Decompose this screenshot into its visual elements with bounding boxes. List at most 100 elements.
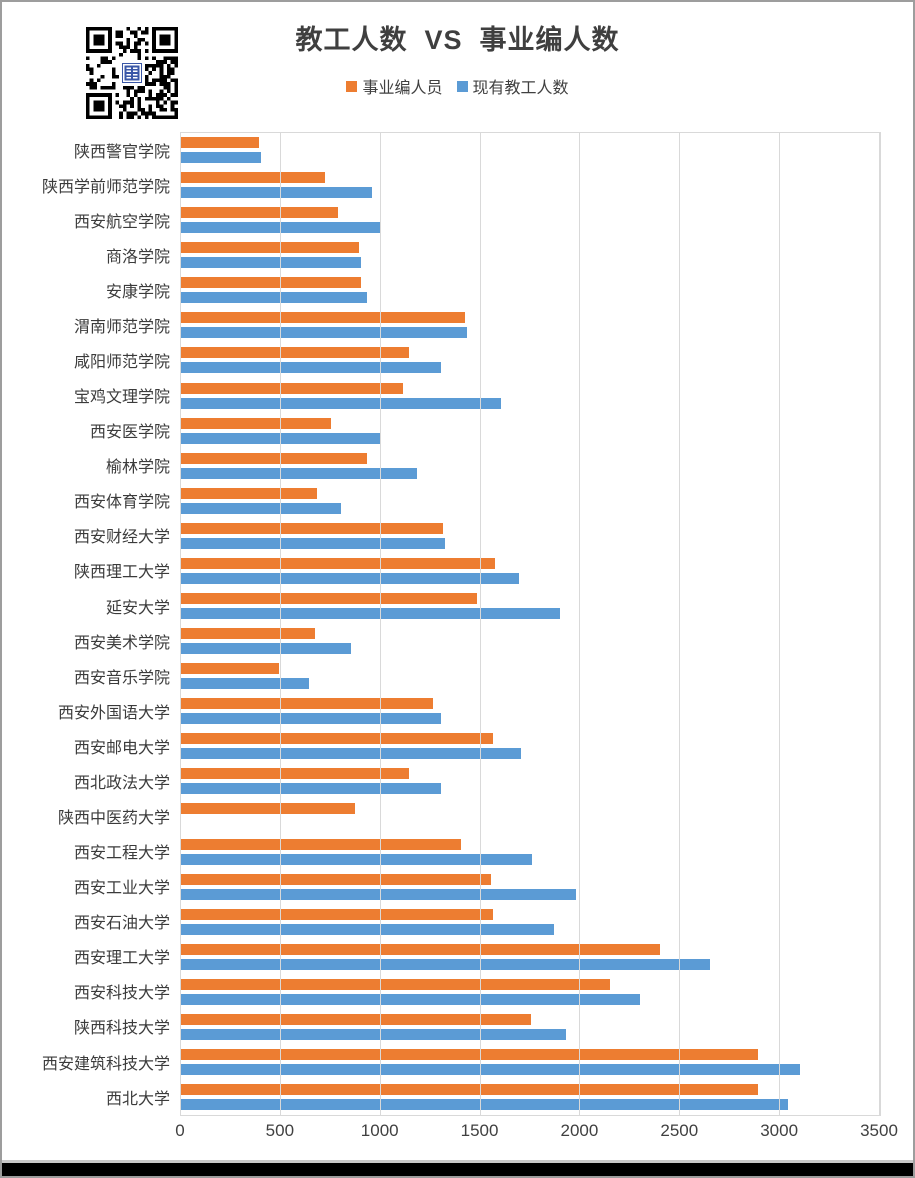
bar-事业编人员 bbox=[181, 137, 259, 148]
y-axis-label: 陕西警官学院 bbox=[73, 143, 170, 161]
bar-事业编人员 bbox=[181, 663, 279, 675]
bar-row bbox=[181, 624, 880, 659]
chart-title: 教工人数 VS 事业编人数 bbox=[295, 25, 620, 55]
legend-swatch-icon bbox=[456, 80, 468, 92]
y-axis-label: 西安医学院 bbox=[89, 424, 170, 442]
bar-现有教工人数 bbox=[181, 432, 381, 444]
bar-row bbox=[181, 449, 880, 484]
bar-现有教工人数 bbox=[181, 362, 441, 374]
bar-row bbox=[181, 659, 880, 694]
y-axis-label: 西安邮电大学 bbox=[73, 739, 170, 757]
bar-现有教工人数 bbox=[181, 397, 501, 409]
bar-事业编人员 bbox=[181, 733, 493, 745]
y-axis-label: 咸阳师范学院 bbox=[73, 354, 170, 371]
bar-row bbox=[181, 1080, 880, 1115]
bar-事业编人员 bbox=[181, 908, 493, 920]
bar-事业编人员 bbox=[181, 873, 491, 885]
legend-label: 现有教工人数 bbox=[472, 80, 569, 97]
bar-row bbox=[181, 168, 880, 203]
y-axis-label: 西北大学 bbox=[105, 1090, 170, 1108]
bar-现有教工人数 bbox=[181, 923, 555, 935]
y-axis-label: 西安体育学院 bbox=[73, 494, 170, 512]
bar-现有教工人数 bbox=[181, 537, 445, 549]
bar-事业编人员 bbox=[181, 277, 361, 289]
bar-现有教工人数 bbox=[181, 713, 441, 725]
y-axis-label: 西安外国语大学 bbox=[57, 704, 170, 722]
y-axis-label: 陕西科技大学 bbox=[73, 1020, 170, 1038]
bar-事业编人员 bbox=[181, 593, 477, 605]
bar-事业编人员 bbox=[181, 768, 409, 780]
bar-row bbox=[181, 273, 880, 308]
x-axis-tick-label: 1500 bbox=[460, 1121, 499, 1140]
bar-事业编人员 bbox=[181, 207, 338, 219]
bar-事业编人员 bbox=[181, 1013, 531, 1025]
bar-row bbox=[181, 729, 880, 764]
x-axis-tick-label: 3500 bbox=[860, 1121, 898, 1140]
bar-事业编人员 bbox=[181, 698, 433, 710]
bar-事业编人员 bbox=[181, 172, 325, 184]
legend-item: 现有教工人数 bbox=[456, 74, 569, 98]
x-axis-tick-label: 2500 bbox=[660, 1121, 699, 1140]
bar-row bbox=[181, 238, 880, 273]
x-axis-tick-label: 1000 bbox=[360, 1121, 399, 1140]
bar-现有教工人数 bbox=[181, 257, 361, 269]
gridline bbox=[879, 133, 880, 1115]
bar-事业编人员 bbox=[181, 417, 331, 429]
bar-row bbox=[181, 308, 880, 343]
bar-现有教工人数 bbox=[181, 608, 561, 620]
bar-row bbox=[181, 554, 880, 589]
bar-row bbox=[181, 1010, 880, 1045]
y-axis-label: 西安财经大学 bbox=[73, 529, 170, 547]
gridline bbox=[479, 133, 481, 1115]
bar-row bbox=[181, 379, 880, 414]
bar-现有教工人数 bbox=[181, 292, 367, 304]
y-axis-label: 宝鸡文理学院 bbox=[73, 389, 170, 407]
bar-row bbox=[181, 133, 880, 168]
y-axis-label: 西安航空学院 bbox=[73, 213, 170, 231]
bar-现有教工人数 bbox=[181, 993, 641, 1005]
bar-现有教工人数 bbox=[181, 572, 519, 584]
bar-row bbox=[181, 905, 880, 940]
y-axis-label: 渭南师范学院 bbox=[73, 318, 170, 336]
bar-row bbox=[181, 799, 880, 834]
bar-现有教工人数 bbox=[181, 1099, 789, 1111]
bar-row bbox=[181, 484, 880, 519]
bar-现有教工人数 bbox=[181, 888, 577, 900]
bar-现有教工人数 bbox=[181, 1028, 567, 1040]
bar-事业编人员 bbox=[181, 803, 355, 815]
y-axis-label: 西安工业大学 bbox=[73, 880, 170, 898]
y-axis-label: 西安理工大学 bbox=[73, 950, 170, 968]
bar-row bbox=[181, 975, 880, 1010]
y-axis-label: 安康学院 bbox=[105, 283, 170, 301]
y-axis-labels: 陕西警官学院 陕西学前师范学院 西安航空学院 商洛学院 安康学院 渭南师范学院 咸阳师范学院… bbox=[2, 132, 170, 1114]
gridline bbox=[279, 133, 281, 1115]
y-axis-label: 榆林学院 bbox=[105, 459, 170, 477]
bar-row bbox=[181, 835, 880, 870]
bar-事业编人员 bbox=[181, 943, 661, 955]
x-axis-labels: 0 500 1000 1500 2000 2500 3000 3500 bbox=[2, 1121, 913, 1147]
bar-现有教工人数 bbox=[181, 187, 372, 199]
bar-现有教工人数 bbox=[181, 748, 521, 760]
bar-row bbox=[181, 940, 880, 975]
bar-row bbox=[181, 1045, 880, 1080]
plot-area bbox=[180, 132, 881, 1116]
legend-label: 事业编人员 bbox=[362, 80, 443, 97]
y-axis-label: 陕西中医药大学 bbox=[57, 810, 170, 828]
bar-现有教工人数 bbox=[181, 783, 441, 795]
gridline bbox=[679, 133, 681, 1115]
bar-row bbox=[181, 589, 880, 624]
bar-row bbox=[181, 343, 880, 378]
y-axis-label: 西安建筑科技大学 bbox=[41, 1055, 170, 1073]
bar-现有教工人数 bbox=[181, 1064, 801, 1076]
y-axis-label: 延安大学 bbox=[105, 599, 170, 617]
bar-事业编人员 bbox=[181, 452, 367, 464]
bar-现有教工人数 bbox=[181, 327, 467, 339]
bar-现有教工人数 bbox=[181, 853, 533, 865]
y-axis-label: 西安工程大学 bbox=[73, 845, 170, 863]
bar-row bbox=[181, 203, 880, 238]
bar-事业编人员 bbox=[181, 978, 611, 990]
bar-事业编人员 bbox=[181, 838, 461, 850]
bar-事业编人员 bbox=[181, 628, 315, 640]
bar-row bbox=[181, 764, 880, 799]
